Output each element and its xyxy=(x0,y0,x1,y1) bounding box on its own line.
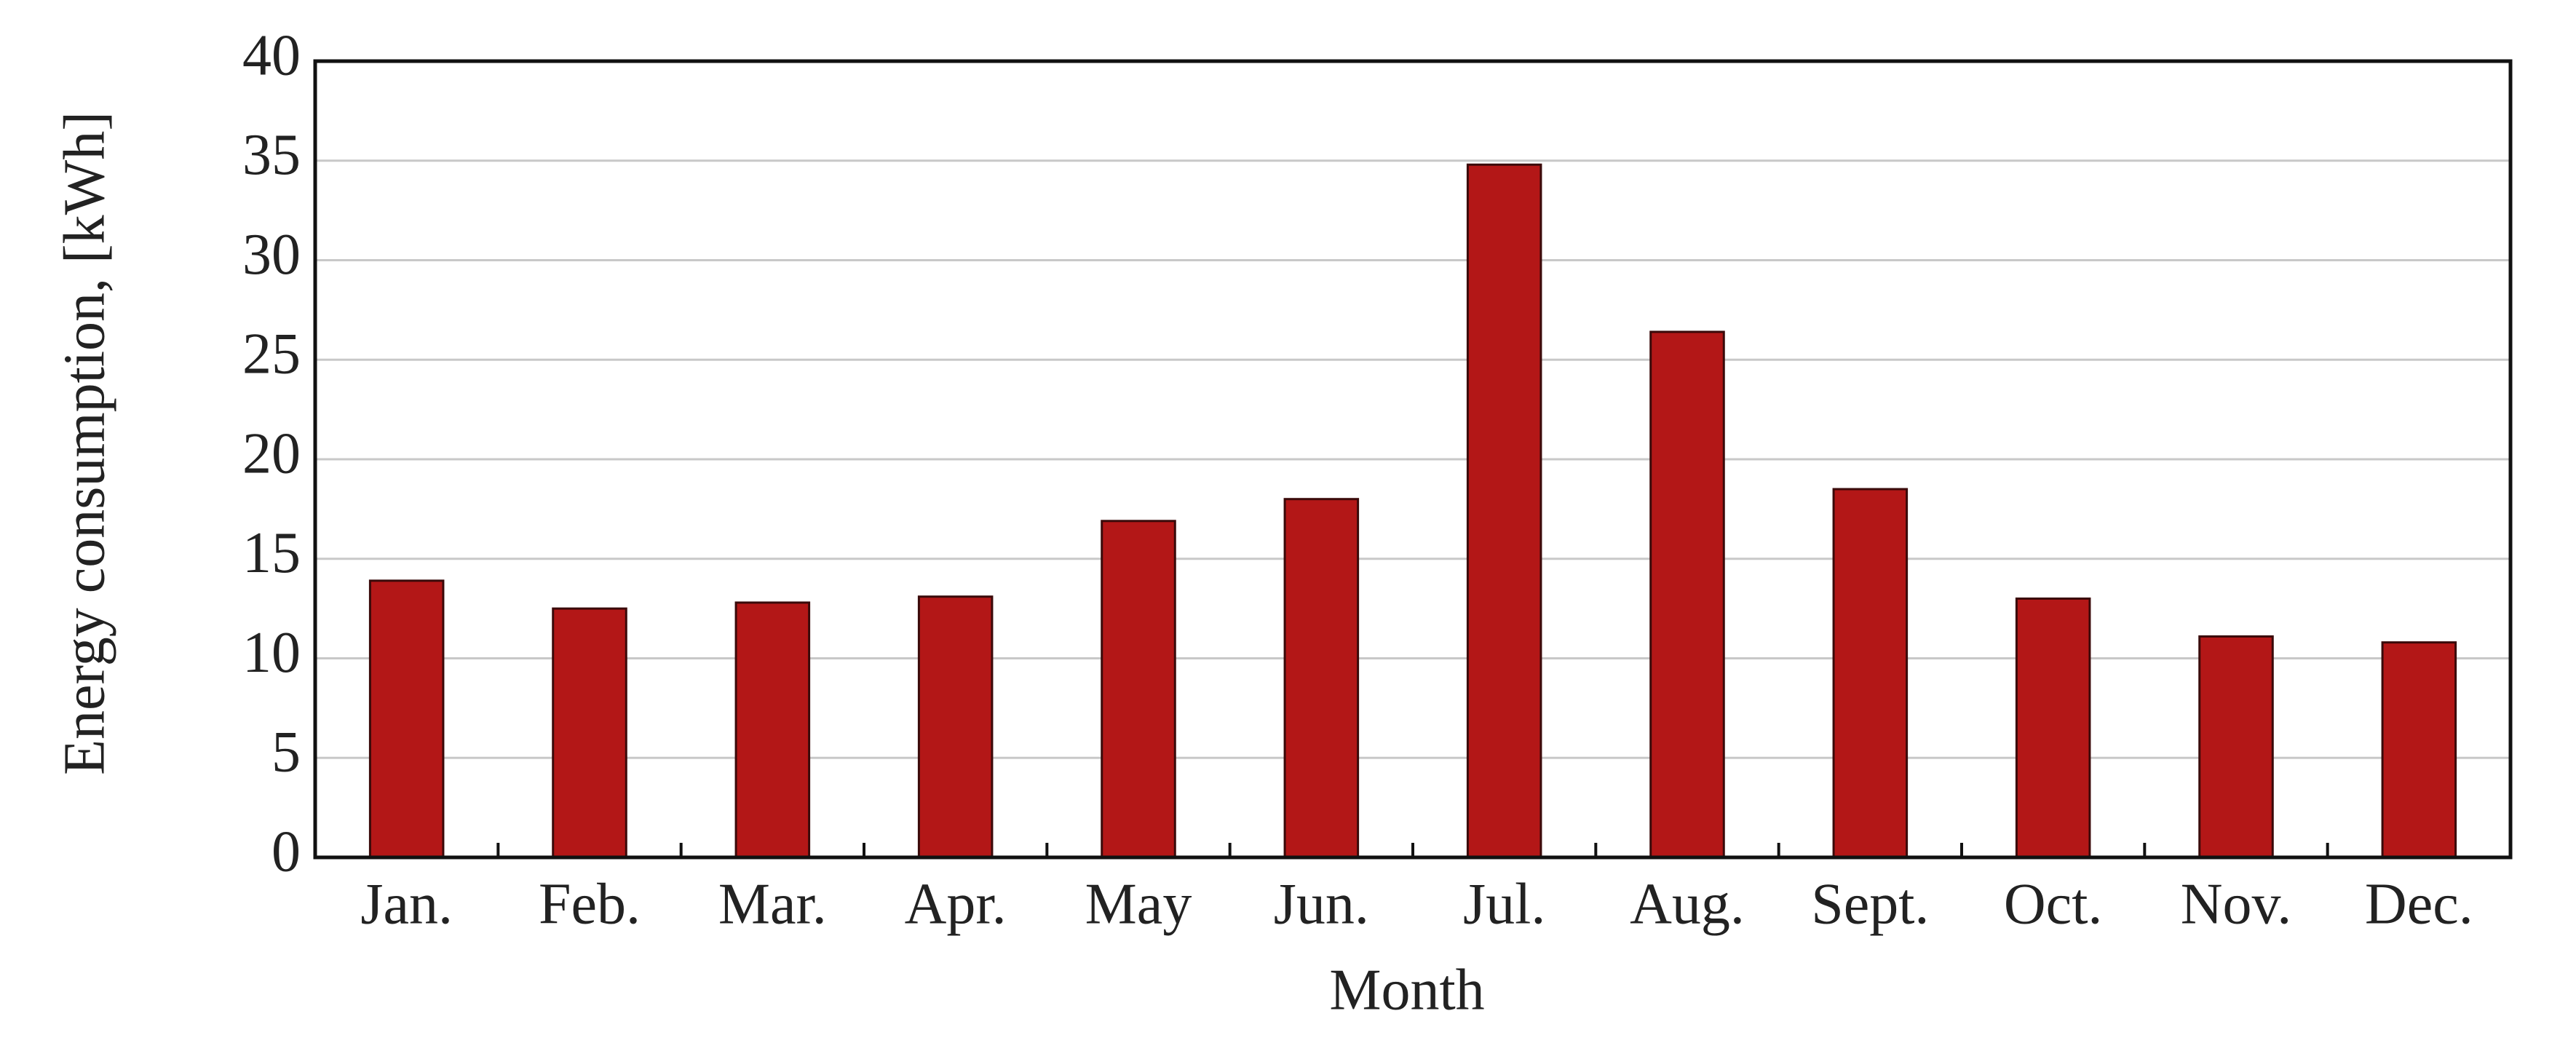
bar xyxy=(2381,641,2457,859)
y-tick-label: 15 xyxy=(242,521,301,585)
y-tick-label: 10 xyxy=(242,621,301,685)
y-tick-label: 0 xyxy=(272,820,301,884)
x-tick-label: Jul. xyxy=(1463,872,1545,936)
y-tick-label: 40 xyxy=(242,23,301,87)
bar xyxy=(1832,488,1909,859)
bar xyxy=(1101,520,1176,859)
x-tick-label: Nov. xyxy=(2181,872,2292,936)
plot-frame xyxy=(313,59,2513,860)
x-tick-label: Jun. xyxy=(1274,872,1369,936)
x-tick-label: Feb. xyxy=(539,872,641,936)
x-tick-label: May xyxy=(1085,872,1192,936)
x-tick-label: Mar. xyxy=(718,872,827,936)
x-axis-label: Month xyxy=(1329,958,1484,1022)
x-tick-label: Apr. xyxy=(905,872,1007,936)
bar xyxy=(1466,163,1542,859)
bar xyxy=(734,601,811,859)
y-tick-label: 5 xyxy=(272,721,301,785)
x-tick-label: Dec. xyxy=(2365,872,2473,936)
bar xyxy=(2015,597,2091,859)
y-axis-label: Energy consumption, [kWh] xyxy=(52,111,116,775)
bar xyxy=(552,607,627,859)
y-tick-label: 20 xyxy=(242,421,301,485)
y-tick-label: 30 xyxy=(242,223,301,287)
x-tick-label: Oct. xyxy=(2004,872,2103,936)
bar xyxy=(917,595,994,859)
bar xyxy=(368,579,445,859)
y-tick-label: 25 xyxy=(242,322,301,386)
x-tick-label: Sept. xyxy=(1811,872,1929,936)
x-tick-label: Aug. xyxy=(1630,872,1745,936)
bar xyxy=(1283,498,1360,859)
x-tick-label: Jan. xyxy=(360,872,453,936)
bar xyxy=(2198,635,2274,859)
y-tick-label: 35 xyxy=(242,123,301,187)
bar xyxy=(1649,330,1725,859)
